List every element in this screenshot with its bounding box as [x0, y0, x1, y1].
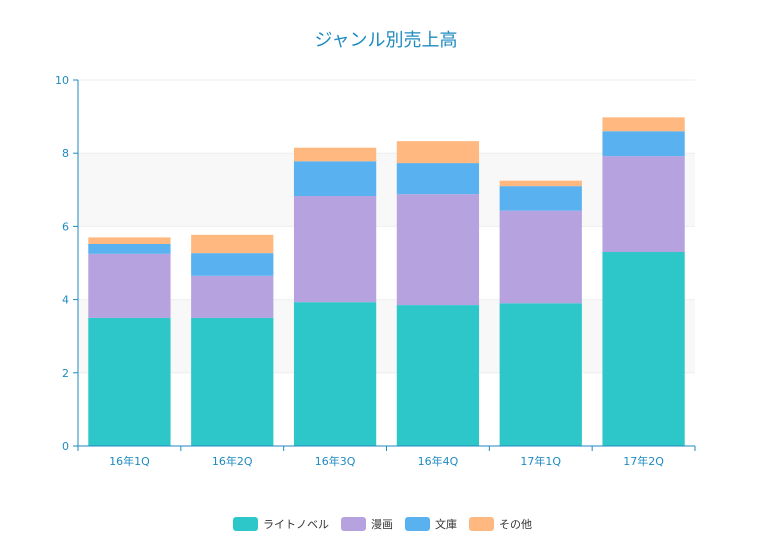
y-tick-labels: 0 2 4 6 8 10	[55, 74, 69, 453]
plot-background-bands	[78, 80, 695, 446]
bar-segment	[396, 194, 480, 306]
legend-swatch	[233, 517, 258, 531]
legend-item[interactable]: その他	[469, 517, 532, 531]
bar-segment	[191, 317, 274, 446]
x-tick-label: 17年2Q	[623, 454, 664, 468]
bar-segment	[602, 156, 685, 253]
bar-segment	[499, 210, 582, 304]
bar-segment	[602, 131, 685, 157]
chart-title: ジャンル別売上高	[314, 30, 457, 51]
x-tick-label: 16年1Q	[109, 454, 150, 468]
legend-swatch	[405, 517, 430, 531]
bar-segment	[88, 253, 171, 318]
legend-label: その他	[499, 518, 532, 531]
bar-segment	[396, 305, 480, 446]
x-tick-label: 16年2Q	[212, 454, 253, 468]
bar-segment	[396, 163, 480, 195]
legend-swatch	[469, 517, 494, 531]
band	[78, 153, 695, 227]
x-tick-label: 16年3Q	[315, 454, 356, 468]
band	[78, 226, 695, 300]
x-tick-label: 16年4Q	[418, 454, 459, 468]
legend-label: 文庫	[435, 517, 457, 531]
bar-segment	[602, 117, 685, 132]
y-tick-label: 2	[62, 367, 69, 380]
bar-segment	[499, 303, 582, 446]
x-tick-label: 17年1Q	[520, 454, 561, 468]
bar-segment	[396, 141, 480, 164]
legend-item[interactable]: 漫画	[341, 517, 393, 531]
bar-segment	[88, 317, 171, 446]
y-tick-label: 8	[62, 147, 69, 160]
legend-swatch	[341, 517, 366, 531]
bar-segment	[602, 252, 685, 446]
legend-item[interactable]: 文庫	[405, 517, 457, 531]
legend-label: 漫画	[371, 517, 393, 531]
band	[78, 299, 695, 373]
legend-label: ライトノベル	[263, 518, 329, 531]
bar-segment	[499, 180, 582, 187]
bar-segment	[293, 147, 377, 162]
axes	[73, 79, 696, 451]
x-tick-labels: 16年1Q 16年2Q 16年3Q 16年4Q 17年1Q 17年2Q	[109, 454, 664, 468]
bar-segment	[293, 161, 377, 197]
legend: ライトノベル 漫画 文庫 その他	[233, 517, 532, 531]
bar-segment	[88, 237, 171, 244]
bar-segment	[293, 196, 377, 303]
bar-segment	[88, 243, 171, 254]
y-tick-label: 6	[62, 220, 69, 233]
y-tick-label: 0	[62, 440, 69, 453]
gridlines	[78, 79, 695, 374]
band	[78, 372, 695, 446]
band	[78, 80, 695, 154]
y-tick-label: 4	[62, 294, 69, 307]
bars	[88, 117, 685, 446]
bar-segment	[293, 302, 377, 446]
y-tick-label: 10	[55, 74, 69, 87]
bar-segment	[191, 275, 274, 318]
bar-segment	[191, 234, 274, 254]
legend-item[interactable]: ライトノベル	[233, 517, 329, 531]
bar-segment	[191, 253, 274, 276]
bar-segment	[499, 186, 582, 211]
